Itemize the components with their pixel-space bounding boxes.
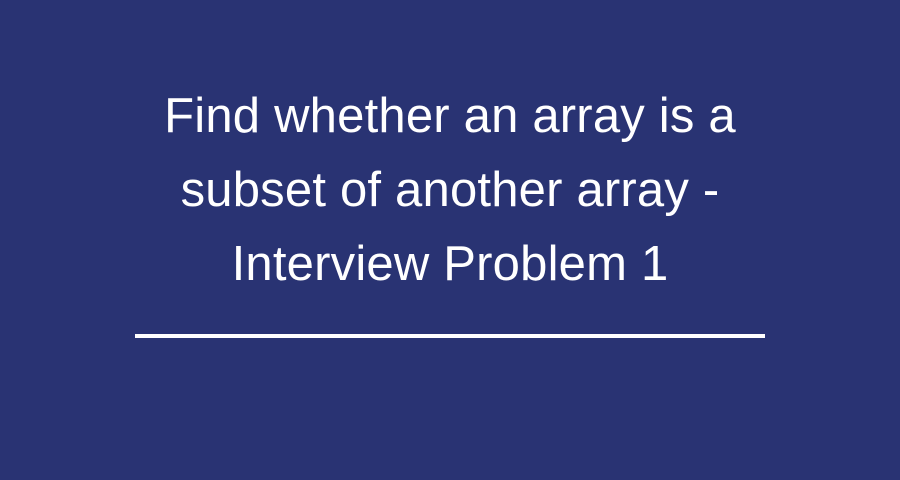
page-title: Find whether an array is a subset of ano…	[50, 79, 850, 301]
title-line-3: Interview Problem 1	[231, 237, 669, 291]
title-line-2: subset of another array -	[180, 163, 720, 217]
title-line-1: Find whether an array is a	[164, 89, 736, 143]
title-divider	[135, 334, 765, 338]
